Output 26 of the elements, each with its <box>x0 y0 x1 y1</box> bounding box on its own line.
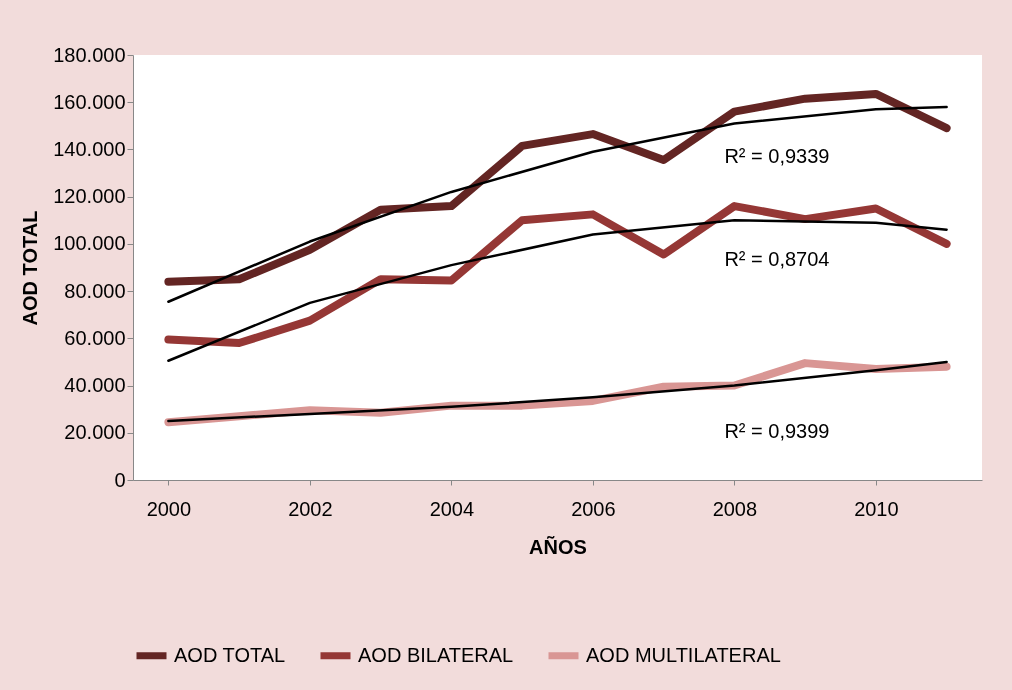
legend-label: AOD MULTILATERAL <box>586 643 781 666</box>
y-tick-label: 100.000 <box>53 232 126 255</box>
y-tick-label: 140.000 <box>53 137 126 160</box>
annotation: R² = 0,9339 <box>724 145 830 168</box>
line-series <box>167 219 948 363</box>
x-tick-label: 2000 <box>146 497 192 520</box>
legend-label: AOD TOTAL <box>174 643 286 666</box>
y-tick-label: 160.000 <box>53 90 126 113</box>
x-tick-label: 2006 <box>571 497 616 520</box>
y-tick-label: 0 <box>114 468 126 491</box>
y-tick-label: 20.000 <box>64 421 126 444</box>
y-tick-label: 180.000 <box>53 43 126 66</box>
legend-label: AOD BILATERAL <box>358 643 514 666</box>
line-series <box>167 105 948 303</box>
x-tick-label: 2002 <box>288 497 333 520</box>
x-tick-label: 2008 <box>712 497 758 520</box>
x-tick-label: 2004 <box>429 497 475 520</box>
y-axis-title: AOD TOTAL <box>19 210 42 326</box>
y-tick-label: 120.000 <box>53 185 126 208</box>
x-tick-label: 2010 <box>854 497 899 520</box>
y-tick-label: 40.000 <box>64 374 126 397</box>
annotation: R² = 0,9399 <box>724 419 830 442</box>
y-tick-label: 80.000 <box>64 279 126 302</box>
y-tick-label: 60.000 <box>64 326 126 349</box>
x-axis-title: AÑOS <box>529 535 587 558</box>
annotation: R² = 0,8704 <box>724 248 830 271</box>
